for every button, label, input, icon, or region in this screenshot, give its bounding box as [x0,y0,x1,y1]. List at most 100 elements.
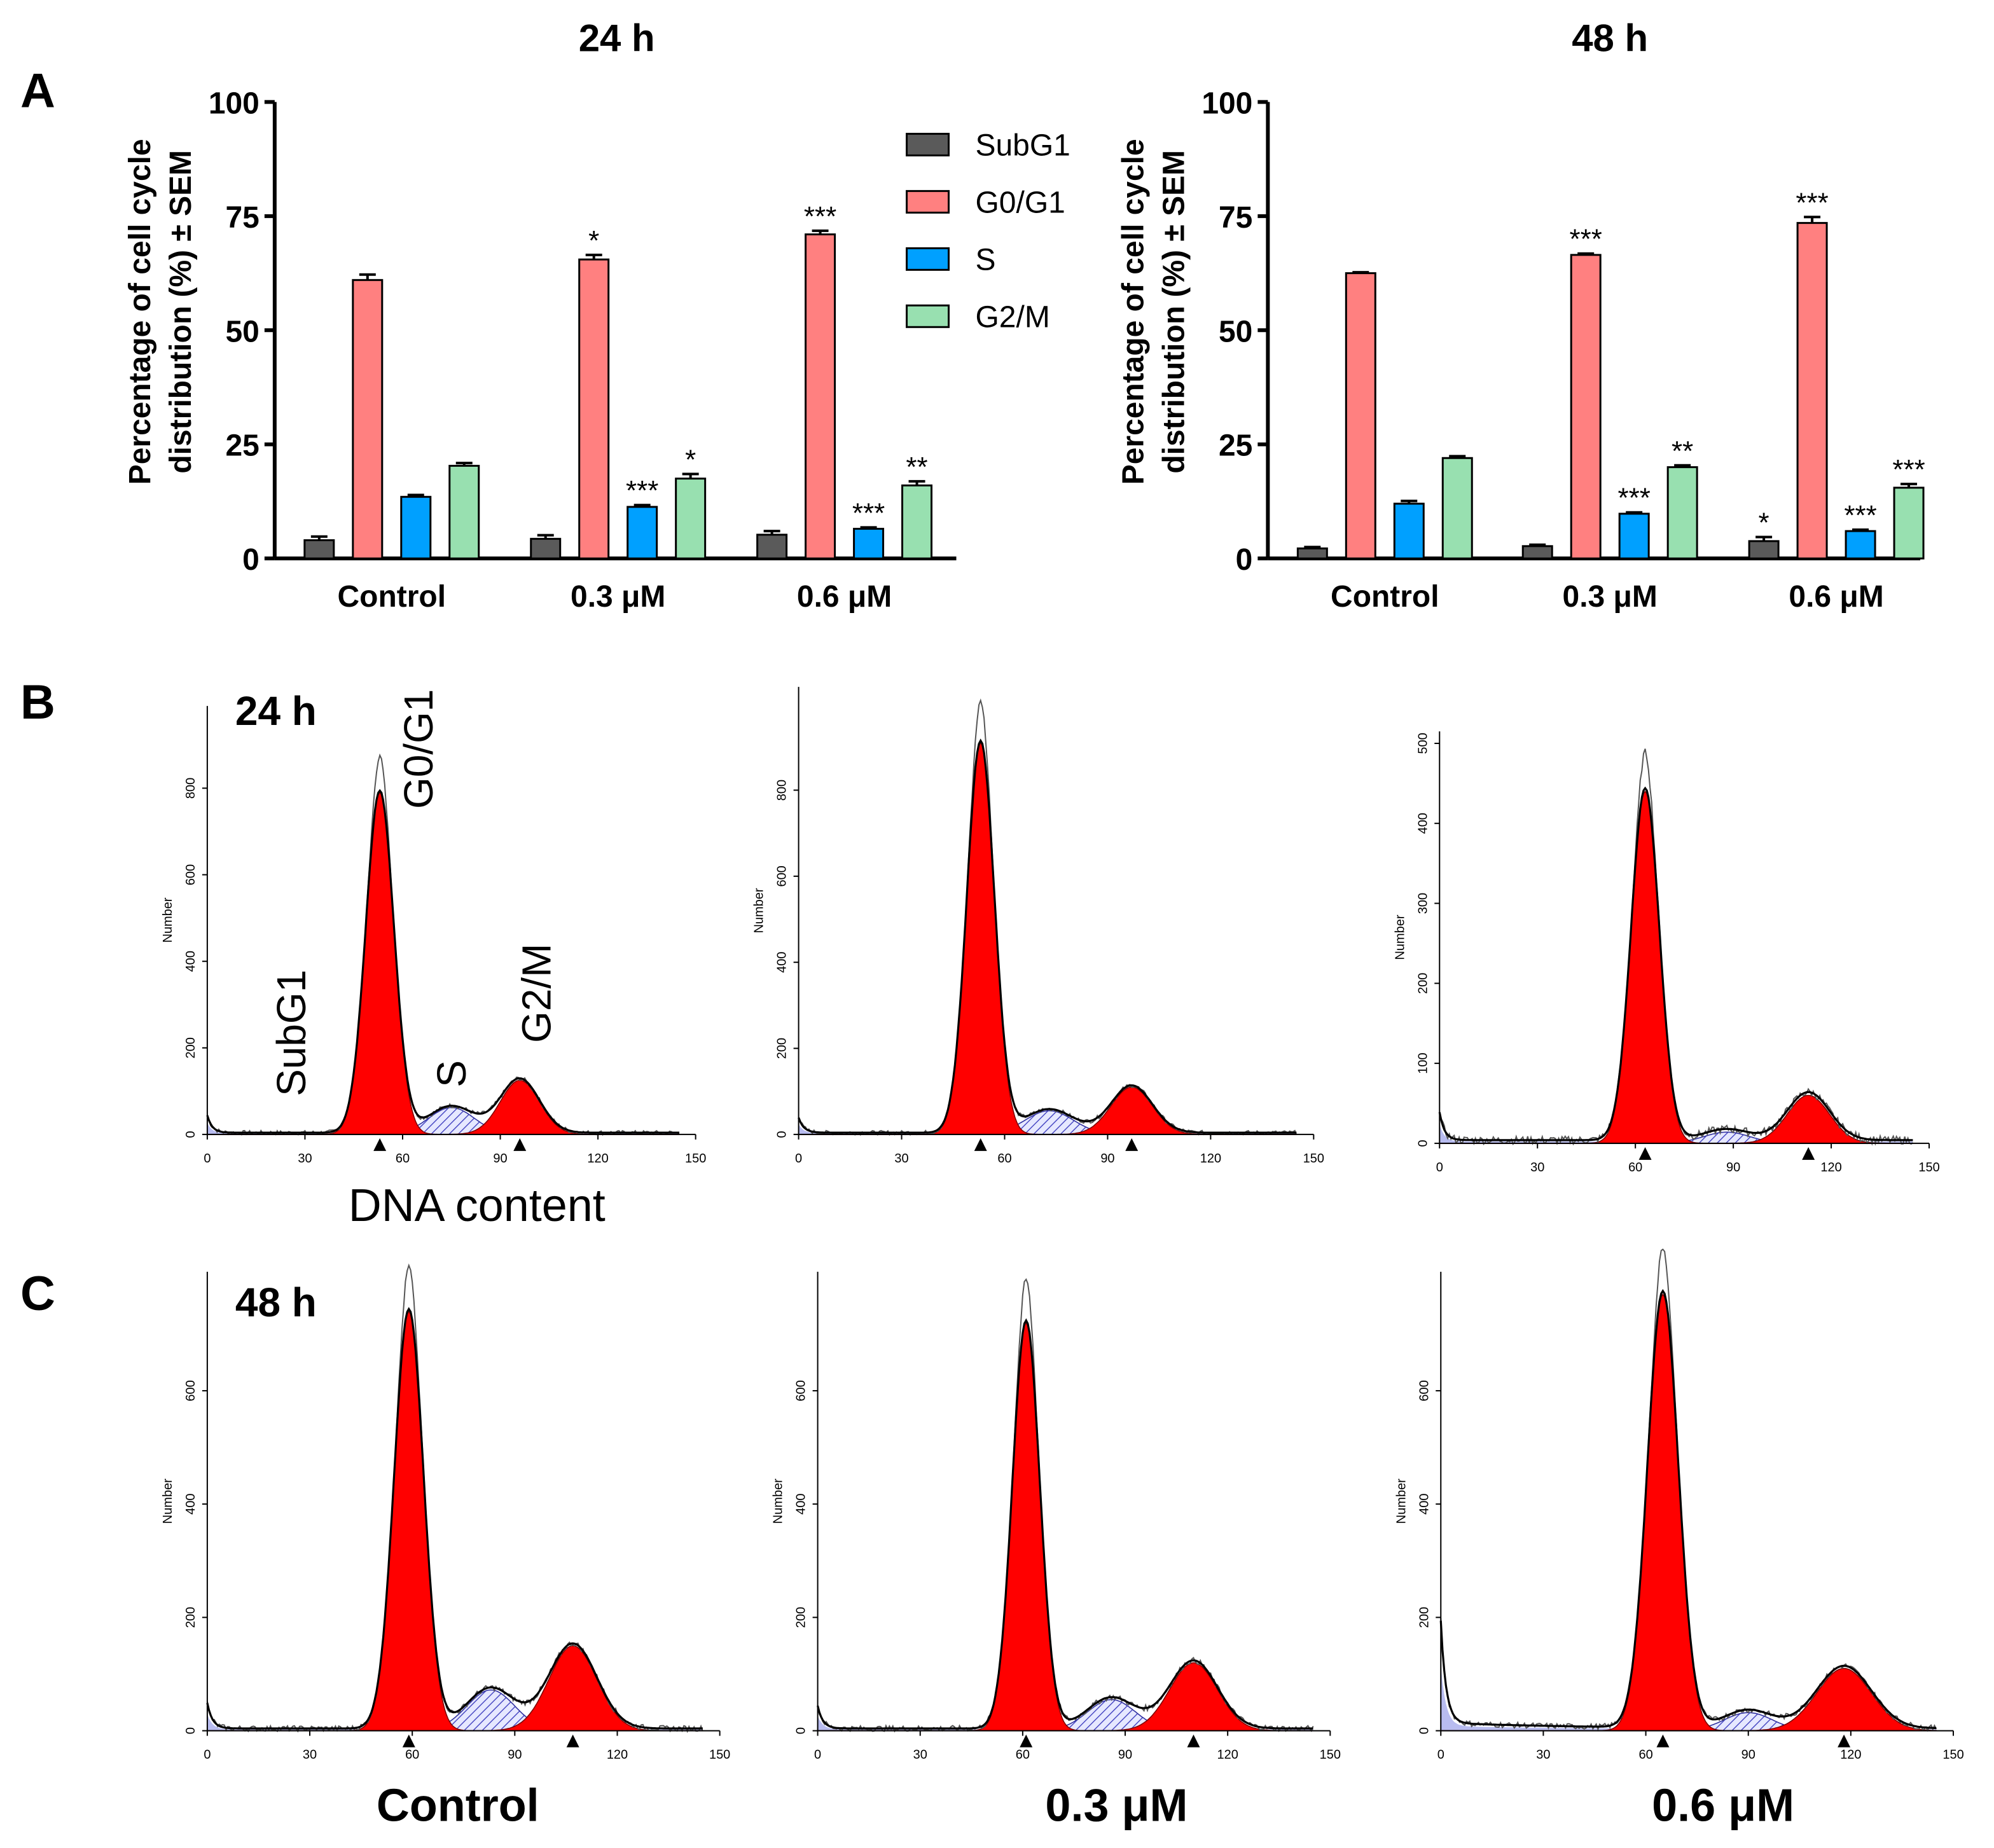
legend-label: SubG1 [976,128,1070,162]
y-tick-label: 600 [794,1380,808,1401]
y-tick-label: 75 [1219,201,1252,235]
bar-subg1 [756,534,788,560]
x-tick-label: 30 [913,1748,927,1762]
fit-line [817,1318,1313,1730]
x-tick-label: 150 [1320,1748,1341,1762]
bar-g2m [1893,486,1925,560]
histogram-5: 0 30 60 90 120 150 0 200 400 600 Number [772,1271,1341,1762]
significance-label: *** [1618,483,1651,514]
y-tick-label: 25 [1219,429,1252,463]
histograms: 0 30 60 90 120 150 0 200 400 600 800 Number 0 30 60 90 1… [161,687,1964,1762]
chart-title: 48 h [1572,17,1648,59]
x-tick-label: 0.3 μM [1563,580,1658,614]
y-tick-label: 50 [1219,315,1252,348]
annot-s: S [429,1060,474,1087]
bar-s [1618,513,1650,560]
y-axis-label: Percentage of cell cycle distribution (%)… [123,139,198,485]
y-tick-label: 0 [1417,1727,1431,1734]
annot-g2m: G2/M [514,944,560,1043]
peak-marker-triangle [974,1138,987,1151]
g0g1-peak [798,741,1297,1135]
significance-label: *** [1892,454,1925,485]
significance-label: ** [906,452,927,483]
y-tick-label: 600 [184,1380,198,1401]
y-tick-label: 600 [184,864,198,885]
fit-line [798,738,1297,1134]
x-tick-label: 0 [1437,1748,1444,1762]
y-axis-label-line2: distribution (%) ± SEM [164,150,198,474]
peak-marker-triangle [1638,1147,1652,1160]
peak-marker-triangle [1656,1734,1670,1748]
g0g1-peak [817,1321,1313,1732]
raw-histogram-line [206,1263,703,1734]
g0g1-peak [207,1310,703,1732]
x-tick-label: 30 [1530,1161,1544,1175]
fit-line [1438,786,1913,1141]
y-axis-label: Percentage of cell cycle distribution (%)… [1116,139,1191,485]
bar-g0g1 [1570,254,1602,560]
y-tick-label: 75 [226,201,260,235]
x-tick-label: 150 [685,1152,706,1166]
subg1-area [1439,1124,1913,1143]
bar-g2m [448,464,480,560]
x-tick-label: 120 [1200,1152,1221,1166]
g2m-peak [817,1662,1313,1732]
peak-marker-triangle [1187,1734,1200,1748]
bar-g0g1 [805,233,836,560]
y-tick-label: 100 [1416,1052,1430,1073]
y-tick-label: 800 [775,780,789,801]
x-tick-label: 60 [405,1748,419,1762]
y-tick-label: 100 [209,86,260,120]
x-tick-label: 30 [303,1748,317,1762]
y-tick-label: 50 [226,315,260,348]
y-tick-label: 200 [184,1607,198,1628]
peak-marker-triangle [513,1138,527,1151]
y-tick-label: 400 [184,1493,198,1514]
bar-subg1 [1748,540,1780,560]
peak-marker-triangle [1838,1734,1851,1748]
x-tick-label: 90 [493,1152,507,1166]
bar-g0g1 [352,279,384,560]
raw-histogram-line [798,698,1298,1136]
bar-s [400,495,432,560]
y-tick-label: 0 [184,1131,198,1138]
significance-label: *** [1844,500,1876,531]
bottom-label-control: Control [377,1781,539,1831]
histogram-3: 0 30 60 90 120 150 0 100 200 300 400 500 Number [1393,731,1940,1175]
legend-swatch [906,190,950,214]
x-tick-label: 150 [1303,1152,1324,1166]
x-tick-label: 60 [396,1152,410,1166]
bar-subg1 [1296,547,1328,560]
s-phase-area [207,1107,680,1135]
histogram-6: 0 30 60 90 120 150 0 200 400 600 Number [1394,1248,1964,1762]
g0g1-peak [1439,790,1913,1144]
bar-g2m [901,484,933,560]
y-axis-label-line2: distribution (%) ± SEM [1157,150,1191,474]
y-tick-label: 400 [1417,1493,1431,1514]
x-tick-label: Control [1331,580,1439,614]
x-tick-label: 150 [1918,1161,1939,1175]
label-24h: 24 h [235,688,317,734]
y-axis-label: Number [1394,1479,1408,1524]
y-tick-label: 400 [1416,813,1430,834]
x-tick-label: 120 [587,1152,608,1166]
y-tick-label: 400 [794,1493,808,1514]
annot-g0g1: G0/G1 [396,689,441,809]
fit-line [206,1307,703,1730]
legend-label: G0/G1 [976,186,1065,219]
bar-s [1845,530,1876,560]
y-tick-label: 0 [794,1727,808,1734]
g0g1-peak [1441,1293,1937,1732]
significance-label: *** [852,497,885,528]
y-tick-label: 25 [226,429,260,463]
bar-subg1 [1521,545,1553,560]
raw-histogram-line [817,1278,1314,1733]
x-tick-label: 0.6 μM [797,580,892,614]
y-tick-label: 0 [1416,1140,1430,1147]
x-tick-label: 30 [894,1152,908,1166]
x-tick-label: 90 [1118,1748,1132,1762]
y-tick-label: 400 [775,952,789,973]
x-tick-label: 0.3 μM [571,580,665,614]
histogram-4: 0 30 60 90 120 150 0 200 400 600 Number [161,1263,730,1762]
